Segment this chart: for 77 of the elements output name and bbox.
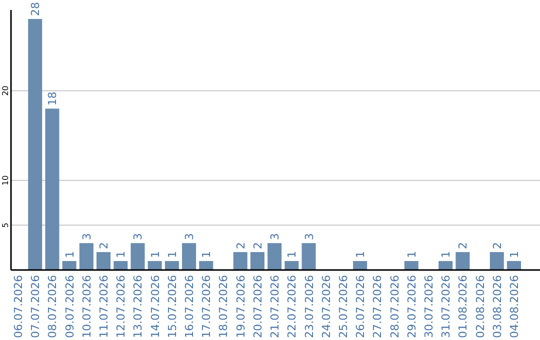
data-label: 1 <box>200 251 214 258</box>
bar <box>182 243 196 270</box>
x-tick-label: 21.07.2026 <box>268 275 282 338</box>
x-tick-label: 12.07.2026 <box>114 275 128 338</box>
bar <box>233 252 248 270</box>
x-tick-label: 27.07.2026 <box>371 275 384 338</box>
x-tick-label: 19.07.2026 <box>234 275 248 338</box>
data-label: 1 <box>148 251 162 258</box>
x-tick-label: 13.07.2026 <box>132 275 145 338</box>
x-tick-label: 07.07.2026 <box>29 275 42 338</box>
y-tick-label: 10 <box>1 175 10 186</box>
x-tick-label: 10.07.2026 <box>80 275 94 338</box>
x-tick-label: 28.07.2026 <box>388 275 402 338</box>
bar <box>302 243 316 270</box>
y-tick-label: 5 <box>1 222 10 228</box>
x-tick-label: 30.07.2026 <box>422 275 436 338</box>
bar <box>456 252 470 270</box>
bar <box>96 252 111 270</box>
x-tick-label: 14.07.2026 <box>148 275 162 338</box>
x-tick-label: 11.07.2026 <box>98 275 111 338</box>
data-label: 3 <box>268 233 282 240</box>
data-label: 1 <box>405 251 418 258</box>
data-label: 1 <box>354 251 368 258</box>
x-tick-label: 17.07.2026 <box>200 275 214 338</box>
x-tick-label: 18.07.2026 <box>217 275 230 338</box>
data-label: 3 <box>183 233 196 240</box>
bar <box>250 252 264 270</box>
data-label: 3 <box>132 233 145 240</box>
bar <box>490 252 504 270</box>
bar <box>284 261 299 270</box>
data-label: 1 <box>508 251 521 258</box>
x-tick-label: 24.07.2026 <box>320 275 333 338</box>
data-label: 2 <box>251 242 264 250</box>
x-tick-label: 29.07.2026 <box>405 275 418 338</box>
data-label: 2 <box>98 242 111 250</box>
data-label: 18 <box>46 92 60 106</box>
data-label: 1 <box>166 251 179 258</box>
bar <box>79 243 94 270</box>
x-tick-label: 25.07.2026 <box>336 275 350 338</box>
x-tick-label: 01.08.2026 <box>456 275 470 338</box>
data-label: 1 <box>63 251 76 258</box>
data-label: 3 <box>80 233 94 240</box>
bar <box>353 261 368 270</box>
data-label: 28 <box>29 2 42 16</box>
x-tick-label: 09.07.2026 <box>63 275 76 338</box>
x-tick-label: 06.07.2026 <box>12 275 26 338</box>
x-tick-label: 15.07.2026 <box>166 275 179 338</box>
bar <box>130 243 145 270</box>
bar <box>45 108 60 270</box>
bar <box>506 261 521 270</box>
data-label: 1 <box>286 251 299 258</box>
bar <box>114 261 128 270</box>
x-tick-label: 20.07.2026 <box>251 275 264 338</box>
x-tick-label: 04.08.2026 <box>508 275 521 338</box>
x-tick-label: 16.07.2026 <box>183 275 196 338</box>
y-tick-label: 20 <box>1 86 10 96</box>
x-tick-label: 23.07.2026 <box>302 275 316 338</box>
bar <box>199 261 214 270</box>
x-tick-label: 08.07.2026 <box>46 275 60 338</box>
bar <box>28 18 42 270</box>
x-tick-label: 22.07.2026 <box>286 275 299 338</box>
bar <box>62 261 76 270</box>
bar <box>268 243 282 270</box>
x-tick-label: 03.08.2026 <box>490 275 504 338</box>
bar <box>164 261 179 270</box>
data-label: 2 <box>234 242 248 250</box>
bar <box>438 261 453 270</box>
data-label: 2 <box>490 242 504 250</box>
data-label: 2 <box>456 242 470 250</box>
bar <box>148 261 162 270</box>
x-tick-label: 31.07.2026 <box>440 275 453 338</box>
x-tick-label: 02.08.2026 <box>474 275 487 338</box>
bar <box>404 261 418 270</box>
data-label: 3 <box>302 233 316 240</box>
x-tick-label: 26.07.2026 <box>354 275 368 338</box>
data-label: 1 <box>440 251 453 258</box>
data-label: 1 <box>114 251 128 258</box>
